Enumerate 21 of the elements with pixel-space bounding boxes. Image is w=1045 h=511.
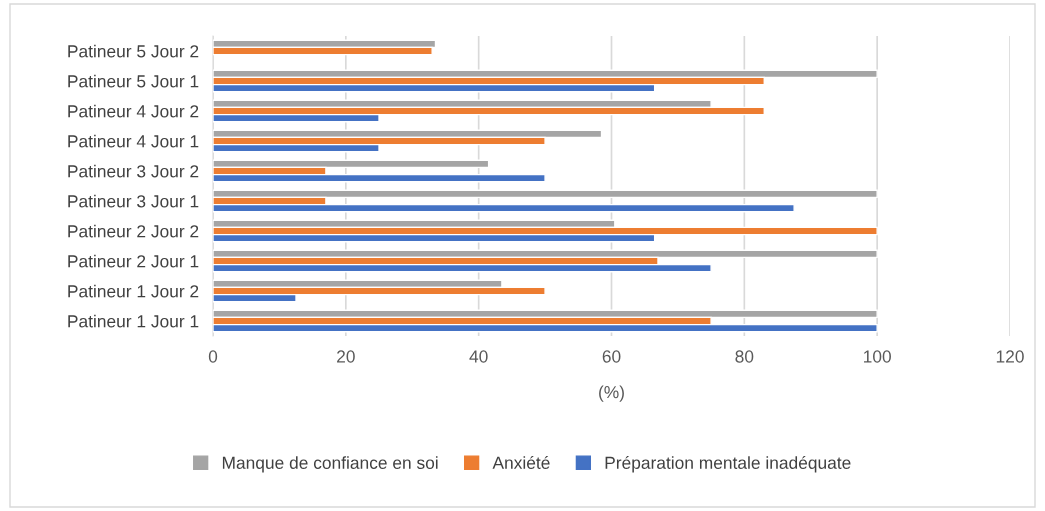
x-tick-label: 120 <box>996 350 1024 363</box>
y-tick-label: Patineur 5 Jour 1 <box>68 74 199 88</box>
x-tick-label: 0 <box>208 350 218 363</box>
y-tick-label: Patineur 5 Jour 2 <box>68 44 199 58</box>
x-tick-label: 60 <box>602 350 621 363</box>
x-axis-title: (%) <box>599 385 624 402</box>
y-tick-label: Patineur 4 Jour 1 <box>68 134 199 148</box>
legend-label: Préparation mentale inadéquate <box>605 455 851 473</box>
x-tick-label: 100 <box>864 350 891 363</box>
y-tick-label: Patineur 3 Jour 1 <box>68 194 199 208</box>
y-tick-label: Patineur 2 Jour 2 <box>68 224 199 238</box>
y-tick-label: Patineur 3 Jour 2 <box>68 164 199 178</box>
y-tick-label: Patineur 2 Jour 1 <box>68 254 199 268</box>
legend-label: Anxiété <box>492 455 550 469</box>
y-tick-label: Patineur 1 Jour 1 <box>68 314 199 328</box>
legend-label: Manque de confiance en soi <box>222 456 438 473</box>
y-tick-label: Patineur 4 Jour 2 <box>68 104 199 118</box>
x-tick-label: 40 <box>469 350 488 363</box>
y-tick-label: Patineur 1 Jour 2 <box>68 284 199 298</box>
x-tick-label: 20 <box>337 350 355 363</box>
x-tick-label: 80 <box>735 350 754 363</box>
